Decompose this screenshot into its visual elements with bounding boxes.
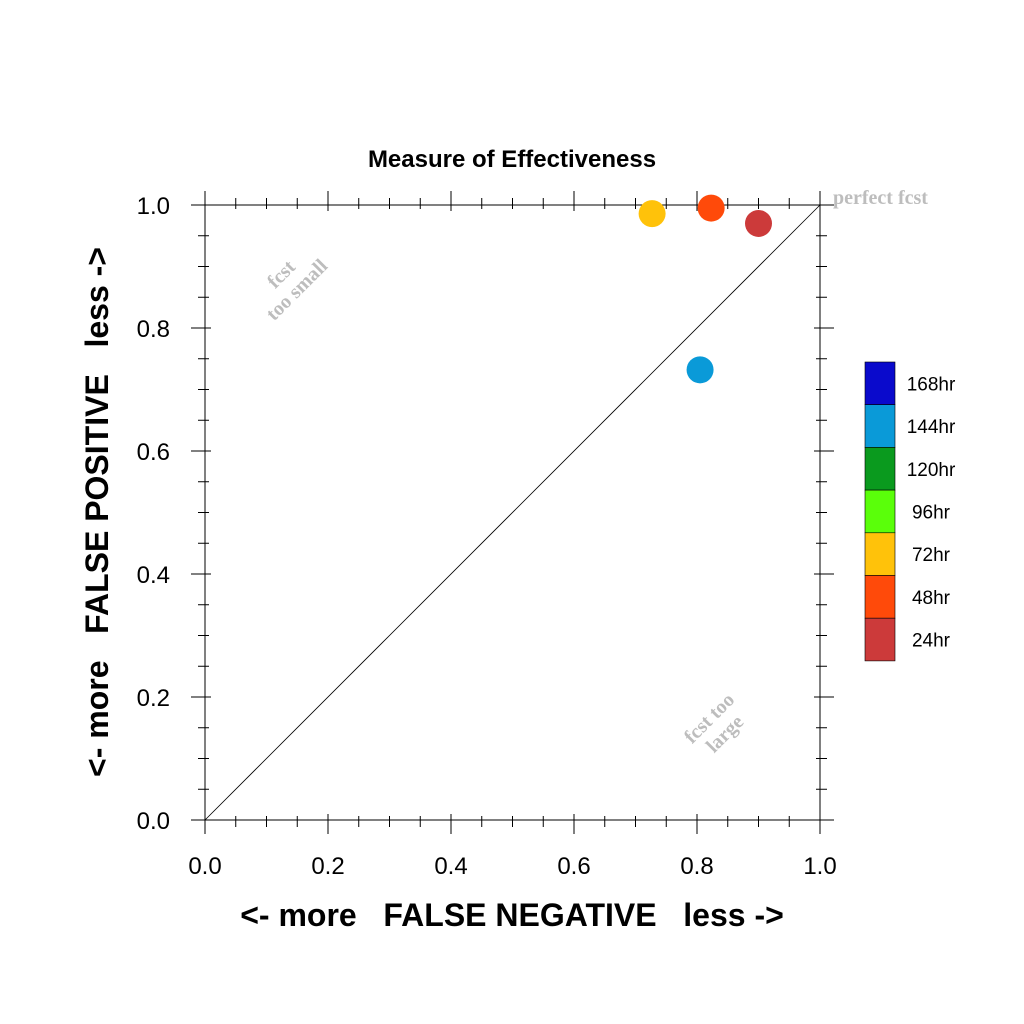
y-tick-label: 0.0 bbox=[137, 808, 170, 835]
too-small-label-line2: too small bbox=[262, 255, 332, 325]
legend-label-48hr: 48hr bbox=[912, 588, 951, 609]
point-24hr bbox=[745, 209, 772, 237]
y-tick-label: 0.4 bbox=[137, 562, 170, 589]
y-tick-label: 1.0 bbox=[137, 193, 170, 220]
x-tick-label: 1.0 bbox=[803, 853, 836, 880]
x-tick-label: 0.6 bbox=[557, 853, 590, 880]
y-tick-label: 0.8 bbox=[137, 316, 170, 343]
legend-label-168hr: 168hr bbox=[907, 374, 956, 395]
legend-label-72hr: 72hr bbox=[912, 545, 951, 566]
legend-swatch-24hr bbox=[864, 617, 896, 662]
y-axis-label: <- more FALSE POSITIVE less -> bbox=[79, 247, 115, 777]
y-tick-label: 0.6 bbox=[137, 439, 170, 466]
reference-diagonal-line bbox=[204, 204, 821, 821]
legend-swatch-96hr bbox=[864, 489, 896, 534]
perfect-forecast-label: perfect fcst bbox=[833, 187, 928, 209]
x-tick-label: 0.8 bbox=[680, 853, 713, 880]
point-48hr bbox=[697, 194, 725, 222]
legend-label-24hr: 24hr bbox=[912, 631, 951, 652]
y-tick-label: 0.2 bbox=[137, 685, 170, 712]
x-axis-label: <- more FALSE NEGATIVE less -> bbox=[240, 897, 784, 933]
legend-label-120hr: 120hr bbox=[907, 460, 956, 481]
legend-swatch-168hr bbox=[864, 361, 896, 406]
x-tick-label: 0.4 bbox=[434, 853, 467, 880]
legend-swatch-72hr bbox=[864, 532, 896, 576]
legend-swatch-144hr bbox=[864, 404, 896, 448]
x-tick-label: 0.0 bbox=[188, 853, 221, 880]
legend-label-144hr: 144hr bbox=[907, 417, 956, 438]
x-tick-label: 0.2 bbox=[311, 853, 344, 880]
legend-swatch-120hr bbox=[864, 447, 896, 491]
legend-label-96hr: 96hr bbox=[912, 502, 951, 523]
point-72hr bbox=[638, 200, 666, 228]
legend-swatch-48hr bbox=[864, 575, 896, 619]
point-144hr bbox=[686, 356, 714, 384]
chart-title: Measure of Effectiveness bbox=[368, 146, 656, 173]
